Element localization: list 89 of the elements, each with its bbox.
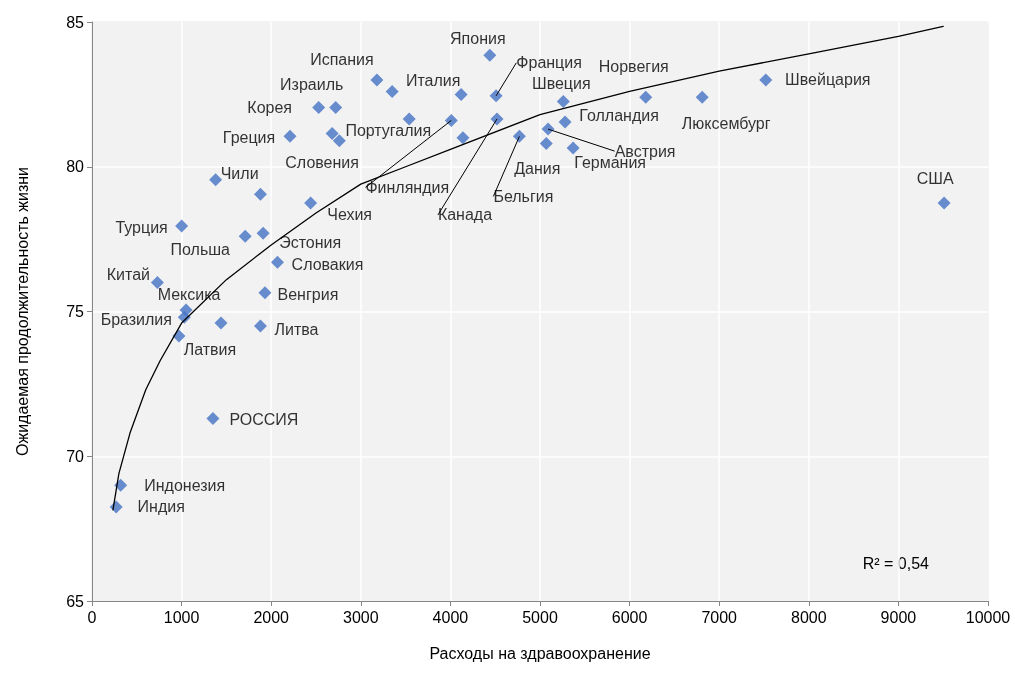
annotation: Голландия xyxy=(579,107,659,125)
y-tick-label: 75 xyxy=(66,303,85,320)
point xyxy=(253,187,267,201)
y-tick-label: 80 xyxy=(66,158,85,176)
point xyxy=(454,87,468,101)
point xyxy=(385,84,399,98)
point xyxy=(456,131,470,145)
point xyxy=(304,196,318,210)
y-axis-title: Ожидаемая продолжительность жизни xyxy=(13,167,31,456)
point xyxy=(370,73,384,87)
annotation: Швеция xyxy=(531,75,591,93)
point xyxy=(695,90,709,104)
y-tick-label: 65 xyxy=(66,592,85,610)
point xyxy=(937,196,951,210)
point xyxy=(558,115,572,129)
annotation: Испания xyxy=(310,51,374,69)
point xyxy=(539,137,553,151)
annotation: Турция xyxy=(115,218,168,236)
x-tick-label: 5000 xyxy=(522,608,558,626)
x-tick-label: 1000 xyxy=(163,608,200,626)
annotation: Италия xyxy=(405,71,461,89)
x-tick-label: 0 xyxy=(87,608,97,626)
x-tick-label: 6000 xyxy=(611,608,648,626)
point xyxy=(253,319,267,333)
annotation: Норвегия xyxy=(598,57,669,75)
x-tick-label: 8000 xyxy=(791,608,827,626)
point xyxy=(444,113,458,127)
point xyxy=(206,412,220,426)
annotation: Венгрия xyxy=(277,286,339,304)
x-tick-label: 10000 xyxy=(965,608,1011,626)
point xyxy=(512,129,526,143)
point xyxy=(639,90,653,104)
x-tick-label: 7000 xyxy=(701,608,738,626)
point xyxy=(179,303,193,317)
annotation: Индонезия xyxy=(144,476,226,494)
point xyxy=(214,316,228,330)
annotation: Китай xyxy=(106,266,151,284)
point xyxy=(312,100,326,114)
x-tick-label: 2000 xyxy=(253,608,290,626)
point xyxy=(332,134,346,148)
point xyxy=(490,112,504,126)
annotation: США xyxy=(916,170,954,188)
annotation: Греция xyxy=(222,128,276,146)
point xyxy=(114,478,128,492)
annotation: Словакия xyxy=(291,255,364,273)
point xyxy=(283,129,297,143)
annotation: Финляндия xyxy=(365,178,450,196)
point xyxy=(759,73,773,87)
annotation: Израиль xyxy=(280,75,344,93)
annotation: R² = 0,54 xyxy=(862,554,930,572)
point xyxy=(566,141,580,155)
point xyxy=(150,276,164,290)
x-tick-label: 4000 xyxy=(432,608,469,626)
point xyxy=(329,100,343,114)
annotation: Чехия xyxy=(327,206,373,224)
annotation: Литва xyxy=(274,321,319,339)
point xyxy=(541,122,555,136)
annotation: Индия xyxy=(137,498,185,516)
annotation: Канада xyxy=(437,206,493,224)
x-tick-label: 3000 xyxy=(343,608,379,626)
point xyxy=(489,89,503,103)
annotation: РОССИЯ xyxy=(229,411,299,429)
point xyxy=(556,95,570,109)
x-axis-title: Расходы на здравоохранение xyxy=(429,644,651,662)
annotation: Чили xyxy=(220,165,259,183)
point xyxy=(325,126,339,140)
point xyxy=(209,173,223,187)
annotation: Дания xyxy=(514,160,561,178)
point xyxy=(258,286,272,300)
x-tick-label: 9000 xyxy=(880,608,917,626)
point xyxy=(238,229,252,243)
annotation: Швейцария xyxy=(785,71,871,89)
annotation: Словения xyxy=(285,153,359,171)
annotation: Бельгия xyxy=(493,187,554,205)
annotation: Япония xyxy=(450,29,506,47)
point xyxy=(256,226,270,240)
annotation: Люксембург xyxy=(681,114,771,132)
point xyxy=(175,219,189,233)
y-tick-label: 85 xyxy=(66,13,85,31)
point xyxy=(270,255,284,269)
annotation: Польша xyxy=(170,240,231,258)
y-tick-label: 70 xyxy=(66,447,85,465)
annotation: Эстония xyxy=(279,233,342,251)
annotation: Португалия xyxy=(345,122,432,140)
annotation: Бразилия xyxy=(100,310,172,328)
point xyxy=(483,48,497,62)
annotation: Латвия xyxy=(183,340,237,358)
annotation: Франция xyxy=(516,54,582,72)
annotation: Корея xyxy=(247,98,293,116)
